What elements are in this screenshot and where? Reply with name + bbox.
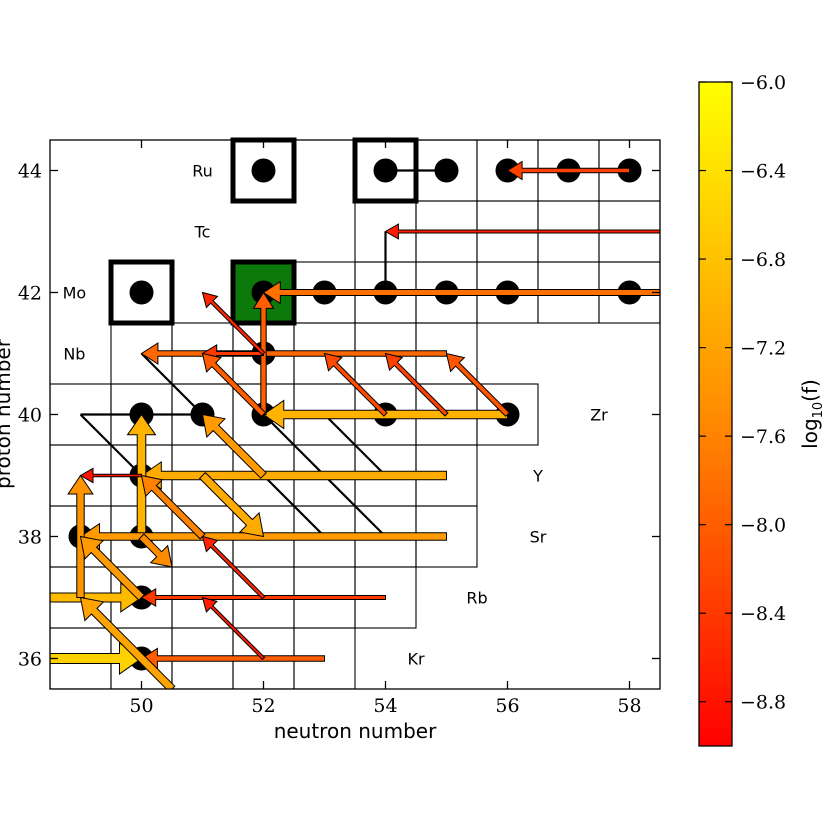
flow-arrow (201, 535, 266, 600)
stable-isotope-dot (434, 158, 459, 183)
y-tick-label: 36 (18, 649, 42, 671)
flow-arrow (140, 474, 206, 540)
element-label: Ru (192, 162, 213, 181)
plain-link (79, 413, 143, 477)
colorbar-ticks: −6.0 −6.4 −6.8 −7.2 −7.6 −8.0 −8.4 −8.8 (699, 72, 786, 714)
plain-link (323, 413, 387, 477)
x-tick-label: 50 (129, 695, 153, 717)
colorbar-tick-label: −8.4 (740, 603, 786, 625)
axis-ticks: 50 52 54 56 58 36 38 40 42 44 (18, 140, 660, 717)
flow-arrow (323, 352, 388, 417)
colorbar-tick-label: −6.4 (740, 161, 786, 183)
flow-arrow (445, 352, 511, 418)
stable-isotope-dot (129, 280, 154, 305)
element-label: Y (532, 467, 543, 486)
colorbar (698, 81, 733, 747)
x-tick-label: 58 (617, 695, 641, 717)
colorbar-tick-label: −6.8 (740, 249, 786, 271)
colorbar-tick-label: −8.0 (740, 515, 786, 537)
colorbar-tick-label: −6.0 (740, 72, 786, 94)
y-tick-label: 38 (18, 527, 42, 549)
element-label: Nb (63, 345, 85, 364)
element-label: Zr (590, 406, 608, 425)
flow-arrows (50, 160, 660, 689)
element-label: Tc (194, 223, 211, 242)
element-label: Sr (530, 528, 547, 547)
colorbar-tick-label: −7.6 (740, 426, 786, 448)
x-tick-label: 52 (251, 695, 275, 717)
flow-arrow (79, 535, 145, 601)
y-axis-label: proton number (0, 338, 15, 489)
y-tick-label: 42 (18, 283, 42, 305)
y-tick-label: 40 (18, 405, 42, 427)
flow-arrow (201, 352, 267, 418)
stable-isotope-dot (251, 158, 276, 183)
element-label: Kr (407, 650, 424, 669)
element-labels: Kr Rb Sr Y Zr Nb Mo Tc Ru (63, 162, 609, 669)
element-label: Rb (466, 589, 487, 608)
flow-arrow (198, 471, 265, 538)
stable-isotope-dot (373, 158, 398, 183)
element-label: Mo (63, 284, 87, 303)
flow-arrow (384, 352, 449, 417)
colorbar-label: log10(f) (798, 379, 826, 449)
colorbar-tick-label: −8.8 (740, 692, 786, 714)
flow-arrow (262, 280, 660, 305)
flow-arrow (201, 596, 266, 661)
flow-arrow (384, 223, 660, 240)
flow-arrow (79, 467, 142, 484)
flow-arrow (506, 160, 630, 181)
x-axis-label: neutron number (274, 719, 437, 743)
flow-arrow (201, 291, 266, 356)
flow-arrow (79, 596, 176, 689)
flow-arrow (138, 533, 173, 568)
colorbar-tick-label: −7.2 (740, 338, 786, 360)
flow-arrow (201, 413, 267, 479)
x-tick-label: 54 (373, 695, 397, 717)
y-tick-label: 44 (18, 161, 42, 183)
x-tick-label: 56 (495, 695, 519, 717)
p-nucleus-box (108, 259, 175, 326)
